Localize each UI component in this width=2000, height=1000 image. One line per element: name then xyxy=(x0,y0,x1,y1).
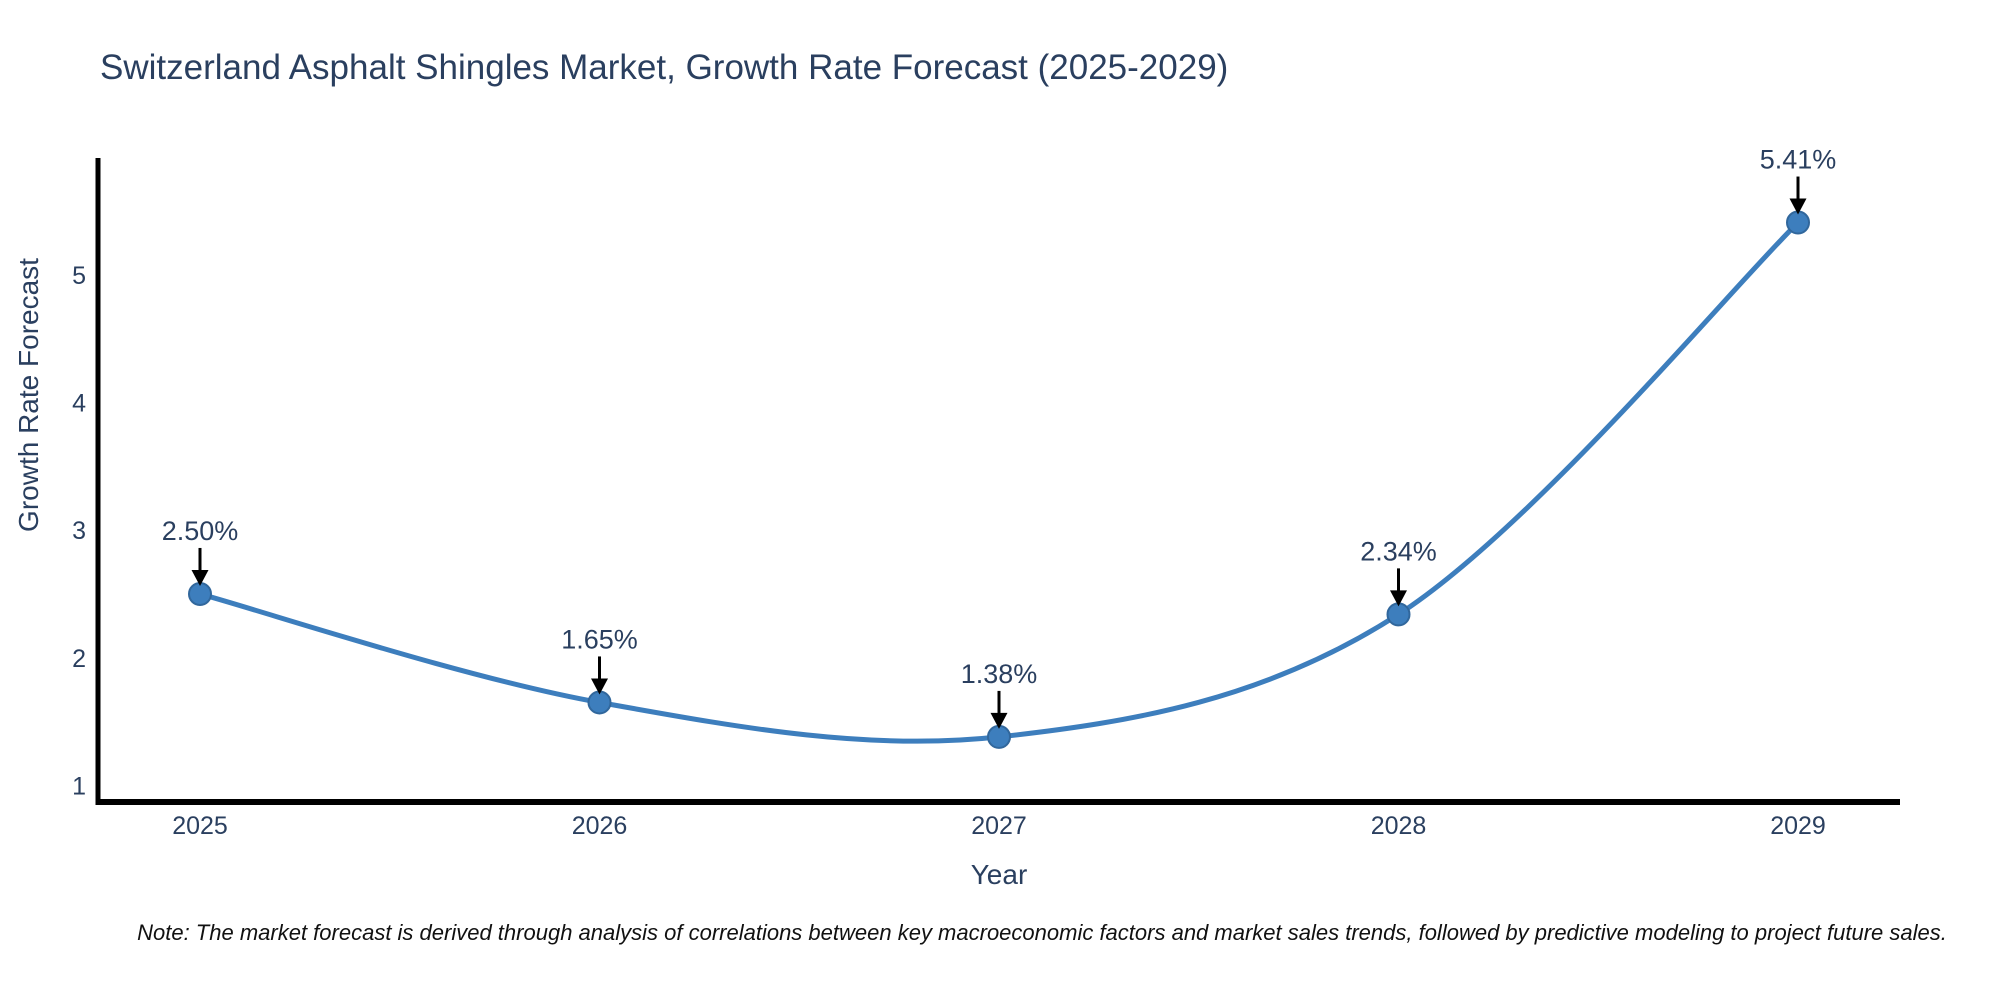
data-point-label: 1.65% xyxy=(561,624,638,654)
x-tick-label: 2026 xyxy=(572,812,628,840)
x-tick-label: 2028 xyxy=(1371,812,1427,840)
data-point-marker xyxy=(1786,210,1810,235)
footnote: Note: The market forecast is derived thr… xyxy=(137,920,1947,945)
x-tick-label: 2027 xyxy=(971,812,1027,840)
y-tick-label: 5 xyxy=(72,262,86,290)
y-tick-label: 2 xyxy=(72,645,86,673)
y-tick-label: 3 xyxy=(72,517,86,545)
annotation-arrow-head xyxy=(1789,198,1807,215)
chart-title: Switzerland Asphalt Shingles Market, Gro… xyxy=(100,48,1228,87)
annotation-arrow-head xyxy=(591,678,608,695)
annotation-arrow-head xyxy=(1390,590,1407,607)
data-point-marker xyxy=(188,581,212,606)
x-axis-title: Year xyxy=(971,859,1028,890)
annotation-arrow-head xyxy=(990,712,1008,729)
plot-area: 1 2 3 4 5 2025 2026 2027 2028 2029 2.50% 1.65% 1.38%… xyxy=(72,145,1900,840)
annotation-arrow-head xyxy=(191,569,209,586)
data-point-marker xyxy=(587,690,612,715)
x-tick-label: 2029 xyxy=(1770,812,1826,840)
x-tick-label: 2025 xyxy=(172,812,228,840)
data-point-label: 2.50% xyxy=(162,516,239,546)
data-point-label: 5.41% xyxy=(1760,145,1837,175)
y-axis-title: Growth Rate Forecast xyxy=(13,258,44,532)
data-point-label: 1.38% xyxy=(961,659,1038,689)
y-tick-label: 1 xyxy=(72,772,86,800)
data-point-label: 2.34% xyxy=(1360,536,1437,566)
y-tick-label: 4 xyxy=(72,390,86,418)
data-point-marker xyxy=(987,724,1011,749)
data-point-marker xyxy=(1386,602,1411,627)
